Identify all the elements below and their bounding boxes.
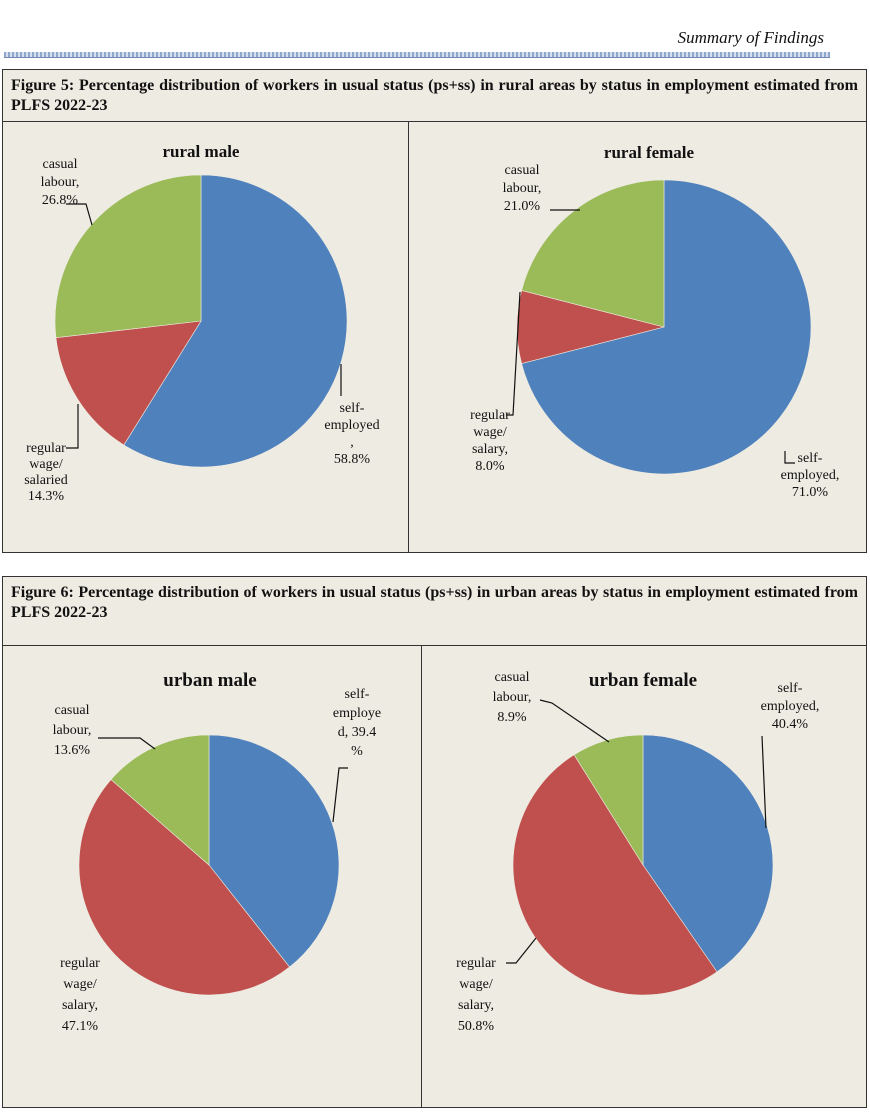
rural-male-slice-self-employed: [123, 174, 348, 468]
rural-male-data-label-casual-labour: casual labour, 26.8%: [41, 157, 80, 208]
figure-6-title: Figure 6: Percentage distribution of wor…: [3, 577, 866, 646]
rural-female-data-label-regular-wage: regular wage/salary, 8.0%: [470, 408, 510, 474]
urban-male-data-label-casual-labour: casual labour, 13.6%: [53, 703, 92, 758]
rural-male-chart-title: rural male: [163, 142, 240, 161]
rural-male-slice-regular-wage: [55, 320, 202, 446]
urban-male-slice-casual-labour: [110, 734, 210, 866]
rural-female-pie-chart: rural female self-employed, 71.0% regular wa…: [470, 143, 839, 500]
urban-male-pie-chart: urban male self-employe d, 39.4 % regular wag…: [53, 670, 381, 1034]
figure-5-title: Figure 5: Percentage distribution of wor…: [3, 70, 866, 122]
header-rule: [4, 52, 830, 58]
urban-female-slice-regular-wage: [512, 754, 718, 996]
urban-male-data-label-regular-wage: regular wage/salary, 47.1%: [60, 956, 100, 1034]
rural-female-data-label-self-employed: self-employed, 71.0%: [781, 451, 840, 500]
rural-male-leader-line-casual-labour: [66, 203, 93, 226]
rural-female-leader-line-regular-wage: [506, 291, 521, 416]
urban-male-data-label-self-employed: self-employe d, 39.4%: [333, 687, 381, 759]
urban-male-leader-line-self-employed: [332, 767, 348, 823]
figure-5-divider: [408, 122, 409, 552]
rural-male-data-label-regular-wage: regular wage/salaried 14.3%: [24, 441, 68, 504]
urban-female-slice-self-employed: [642, 734, 774, 973]
page-header: Summary of Findings: [677, 28, 824, 47]
urban-female-data-label-casual-labour: casual labour, 8.9%: [493, 670, 532, 725]
rural-female-chart-title: rural female: [604, 143, 695, 162]
urban-male-slice-self-employed: [208, 734, 340, 968]
urban-male-slice-regular-wage: [78, 779, 290, 996]
rural-male-pie-chart: rural male self-employed, 58.8% regular wage…: [24, 142, 379, 504]
urban-female-leader-line-casual-labour: [539, 699, 610, 743]
urban-female-data-label-regular-wage: regular wage/salary, 50.8%: [456, 956, 496, 1034]
figure-6-divider: [421, 646, 422, 1107]
rural-female-data-label-casual-labour: casual labour, 21.0%: [503, 163, 542, 214]
urban-male-chart-title: urban male: [163, 670, 256, 691]
urban-female-pie-chart: urban female self-employed, 40.4% regular wa…: [456, 670, 819, 1034]
urban-female-leader-line-self-employed: [761, 735, 767, 829]
rural-male-leader-line-regular-wage: [66, 404, 79, 449]
urban-female-chart-title: urban female: [589, 670, 697, 691]
urban-female-data-label-self-employed: self-employed, 40.4%: [761, 681, 820, 732]
rural-male-data-label-self-employed: self-employed, 58.8%: [324, 401, 379, 467]
rural-female-slice-self-employed: [521, 179, 812, 475]
rural-female-slice-casual-labour: [521, 179, 665, 328]
urban-male-leader-line-casual-labour: [98, 737, 156, 750]
rural-female-leader-line-self-employed: [784, 451, 795, 464]
urban-female-leader-line-regular-wage: [506, 937, 537, 964]
